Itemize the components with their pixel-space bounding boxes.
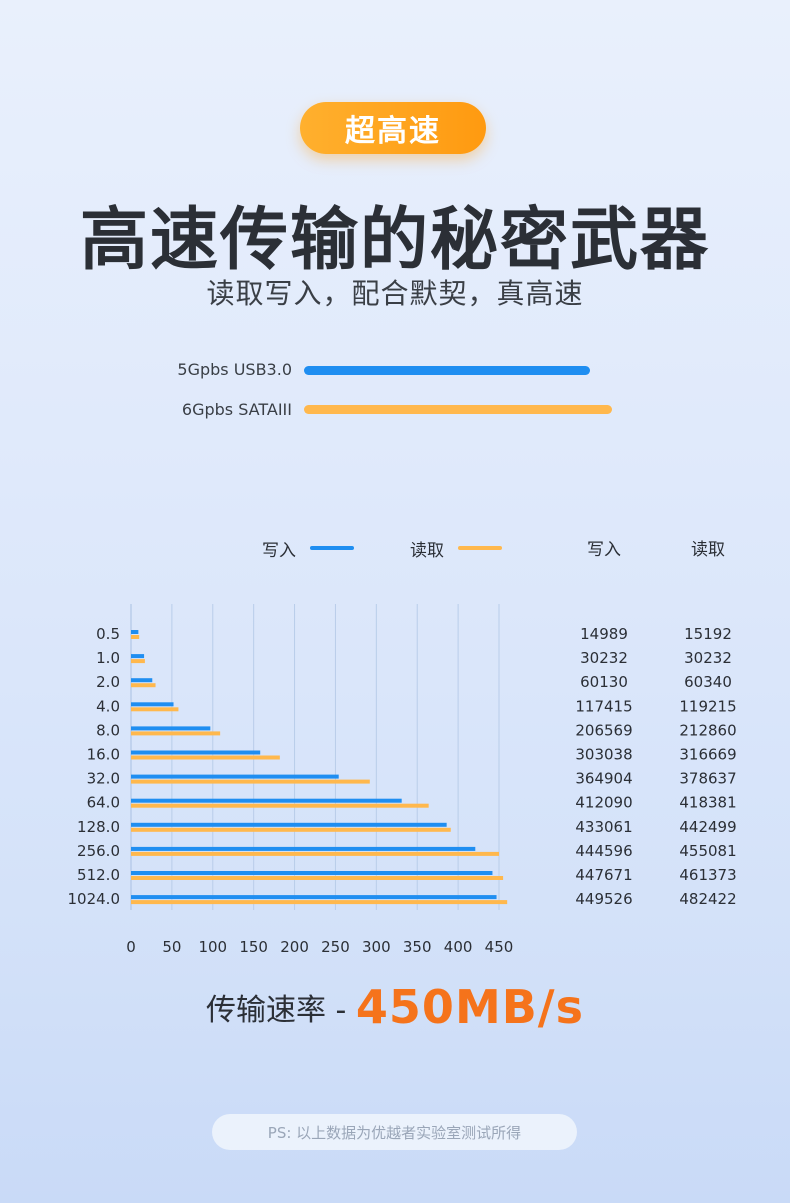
table-cell-read: 455081 [679, 842, 736, 860]
table-cell-write: 412090 [575, 794, 632, 812]
bar-read [131, 635, 140, 639]
page-title: 高速传输的秘密武器 [79, 201, 710, 280]
transfer-rate: 传输速率 - 450MB/s [0, 980, 790, 1034]
table-header-read: 读取 [691, 540, 725, 560]
page-subtitle: 读取写入，配合默契，真高速 [206, 277, 584, 310]
table-cell-write: 117415 [575, 697, 632, 715]
test-note: PS: 以上数据为优越者实验室测试所得 [212, 1114, 577, 1150]
table-cell-write: 447671 [575, 866, 632, 884]
bar-read [131, 731, 221, 736]
table-cell-write: 364904 [575, 770, 632, 788]
bar-read [131, 779, 370, 784]
table-cell-read: 119215 [679, 697, 736, 715]
bar-write [131, 822, 447, 827]
table-cell-write: 449526 [575, 890, 632, 908]
legend-write-label: 写入 [262, 541, 296, 561]
table-cell-read: 212860 [679, 721, 736, 739]
bar-write [131, 630, 139, 634]
y-category-label: 4.0 [96, 697, 120, 715]
table-cell-read: 30232 [684, 649, 732, 667]
bar-read [131, 827, 451, 832]
speed-badge: 超高速 [300, 102, 486, 154]
transfer-rate-label: 传输速率 - [206, 993, 356, 1028]
table-cell-read: 60340 [684, 673, 732, 691]
table-header-write: 写入 [587, 540, 621, 560]
y-category-label: 2.0 [96, 673, 120, 691]
bar-write [131, 774, 339, 779]
spec-bar-sata [304, 405, 612, 414]
y-category-label: 8.0 [96, 721, 120, 739]
spec-label-sata: 6Gpbs SATAIII [181, 400, 292, 419]
y-category-label: 32.0 [87, 770, 120, 788]
table-cell-write: 444596 [575, 842, 632, 860]
x-tick-label: 450 [485, 938, 514, 956]
bar-write [131, 678, 153, 683]
x-tick-label: 250 [321, 938, 350, 956]
transfer-rate-value: 450MB/s [355, 980, 584, 1034]
table-cell-read: 418381 [679, 794, 736, 812]
bar-read [131, 707, 179, 712]
legend-read-swatch [458, 546, 502, 550]
table-cell-read: 15192 [684, 625, 732, 643]
x-tick-label: 200 [280, 938, 309, 956]
bar-write [131, 702, 174, 707]
table-cell-write: 303038 [575, 746, 632, 764]
table-cell-read: 461373 [679, 866, 736, 884]
table-cell-write: 30232 [580, 649, 628, 667]
bar-write [131, 846, 476, 851]
table-cell-read: 442499 [679, 818, 736, 836]
spec-label-usb: 5Gpbs USB3.0 [177, 360, 292, 379]
bar-write [131, 654, 145, 659]
bar-write [131, 895, 497, 900]
bar-read [131, 755, 280, 760]
y-category-label: 128.0 [77, 818, 120, 836]
y-category-label: 1024.0 [68, 890, 121, 908]
table-cell-read: 482422 [679, 890, 736, 908]
bar-write [131, 750, 261, 755]
bar-read [131, 659, 145, 664]
y-category-label: 0.5 [96, 625, 120, 643]
y-category-label: 1.0 [96, 649, 120, 667]
table-cell-read: 316669 [679, 746, 736, 764]
table-cell-read: 378637 [679, 770, 736, 788]
bar-read [131, 851, 499, 856]
table-cell-write: 206569 [575, 721, 632, 739]
y-category-label: 256.0 [77, 842, 120, 860]
x-tick-label: 400 [444, 938, 473, 956]
legend-write-swatch [310, 546, 354, 550]
bar-write [131, 871, 493, 875]
y-category-label: 64.0 [87, 794, 120, 812]
x-tick-label: 50 [162, 938, 181, 956]
y-category-label: 16.0 [87, 746, 120, 764]
bar-read [131, 803, 429, 808]
bar-read [131, 683, 156, 688]
x-tick-label: 350 [403, 938, 432, 956]
spec-bar-usb [304, 366, 590, 375]
x-tick-label: 100 [198, 938, 227, 956]
table-cell-write: 433061 [575, 818, 632, 836]
y-category-label: 512.0 [77, 866, 120, 884]
legend-read-label: 读取 [410, 541, 444, 561]
bar-read [131, 900, 508, 905]
bar-write [131, 726, 211, 731]
table-cell-write: 60130 [580, 673, 628, 691]
table-cell-write: 14989 [580, 625, 628, 643]
x-tick-label: 150 [239, 938, 268, 956]
x-tick-label: 0 [126, 938, 136, 956]
x-tick-label: 300 [362, 938, 391, 956]
bar-write [131, 798, 402, 803]
bar-read [131, 876, 504, 880]
